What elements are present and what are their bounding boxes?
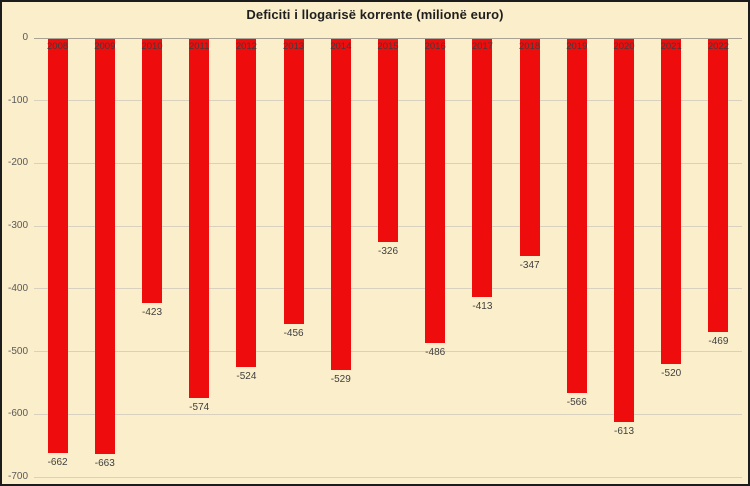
value-label: -413 — [472, 301, 493, 312]
gridline — [34, 413, 742, 415]
category-label: 2017 — [471, 41, 493, 52]
value-label: -574 — [189, 401, 210, 413]
bar-2010 — [142, 39, 162, 304]
value-label: -566 — [566, 396, 587, 408]
value-label: -469 — [708, 336, 729, 348]
gridline — [34, 288, 742, 290]
category-label: 2019 — [566, 41, 588, 52]
category-label: 2010 — [141, 41, 163, 52]
value-label: -456 — [283, 327, 304, 339]
bar-2018 — [519, 39, 540, 256]
bar-2009 — [94, 39, 115, 454]
y-axis-tick-label: -500 — [7, 345, 28, 357]
value-label: -524 — [236, 370, 257, 382]
bar-2021 — [661, 39, 682, 365]
bar-2012 — [236, 39, 257, 367]
category-label: 2012 — [235, 41, 257, 52]
y-axis-tick-label: -400 — [7, 282, 28, 294]
gridline — [34, 476, 742, 478]
value-label: -326 — [377, 246, 398, 258]
category-label: 2021 — [660, 41, 682, 52]
category-label: 2013 — [283, 41, 305, 52]
y-axis-tick-label: 0 — [22, 32, 28, 43]
y-axis-tick-label: -100 — [7, 94, 28, 106]
value-label: -423 — [141, 307, 162, 319]
bar-2020 — [614, 39, 634, 423]
value-label: -663 — [94, 457, 115, 469]
bar-2017 — [472, 39, 493, 297]
category-label: 2018 — [519, 41, 541, 52]
value-label: -613 — [613, 426, 634, 438]
bar-2013 — [283, 39, 304, 324]
value-label: -486 — [425, 346, 446, 358]
y-axis-tick-label: -200 — [7, 157, 28, 169]
category-label: 2011 — [188, 41, 210, 52]
bar-2022 — [708, 39, 729, 333]
category-label: 2008 — [47, 41, 69, 52]
value-label: -520 — [661, 368, 682, 380]
bar-2015 — [378, 39, 398, 243]
bar-2019 — [566, 39, 587, 393]
value-label: -662 — [47, 457, 68, 469]
zero-axis-line — [34, 37, 742, 39]
value-label: -529 — [330, 373, 351, 385]
category-label: 2016 — [424, 41, 446, 52]
bar-2011 — [189, 39, 210, 398]
y-axis-tick-label: -600 — [7, 408, 28, 420]
category-label: 2015 — [377, 41, 399, 52]
category-label: 2020 — [613, 41, 635, 52]
bar-2016 — [425, 39, 446, 343]
category-label: 2009 — [94, 41, 116, 52]
category-label: 2022 — [707, 41, 729, 52]
y-axis-tick-label: -300 — [7, 220, 28, 232]
y-axis-tick-label: -700 — [7, 471, 28, 482]
value-label: -347 — [519, 259, 540, 271]
chart-title: Deficiti i llogarisë korrente (milionë e… — [246, 7, 504, 22]
bar-2014 — [330, 39, 351, 370]
gridline — [34, 351, 742, 353]
category-label: 2014 — [330, 41, 352, 52]
bar-2008 — [47, 39, 68, 454]
